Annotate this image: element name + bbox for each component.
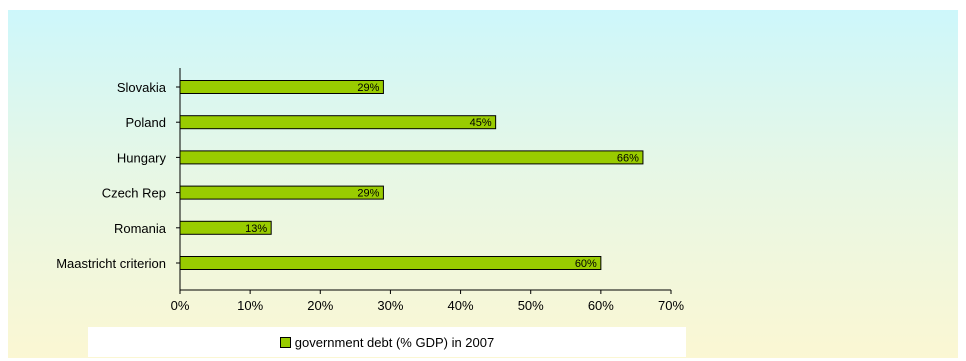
bar — [179, 150, 644, 165]
data-label: 29% — [357, 82, 379, 94]
legend: government debt (% GDP) in 2007 — [88, 327, 686, 357]
category-label: Poland — [126, 115, 166, 130]
x-tick-label: 30% — [377, 298, 403, 313]
bar — [179, 220, 272, 235]
data-label: 13% — [245, 223, 267, 235]
x-tick-label: 10% — [237, 298, 263, 313]
category-label: Hungary — [117, 150, 167, 165]
x-tick-label: 50% — [518, 298, 544, 313]
data-label: 66% — [617, 152, 639, 164]
data-label: 29% — [357, 188, 379, 200]
legend-label: government debt (% GDP) in 2007 — [294, 334, 495, 350]
x-tick-label: 70% — [658, 298, 684, 313]
bars-group: Slovakia 29% Poland 45% Hungary 66% Czech Rep 2… — [56, 80, 644, 271]
chart-area — [8, 10, 958, 358]
category-label: Maastricht criterion — [56, 256, 166, 271]
x-tick-label: 0% — [171, 298, 190, 313]
category-label: Czech Rep — [102, 186, 166, 201]
x-tick-label: 60% — [588, 298, 614, 313]
legend-swatch — [279, 336, 291, 348]
x-tick-label: 40% — [448, 298, 474, 313]
x-tick-label: 20% — [307, 298, 333, 313]
x-ticks-group: 0% 10% 20% 30% 40% 50% 60% 70% — [171, 290, 684, 313]
bar — [179, 80, 384, 94]
category-label: Slovakia — [117, 80, 167, 95]
bar — [179, 256, 602, 270]
bar — [179, 115, 497, 130]
data-label: 60% — [575, 258, 597, 270]
bar — [179, 185, 384, 200]
category-label: Romania — [114, 221, 167, 236]
data-label: 45% — [470, 117, 492, 129]
